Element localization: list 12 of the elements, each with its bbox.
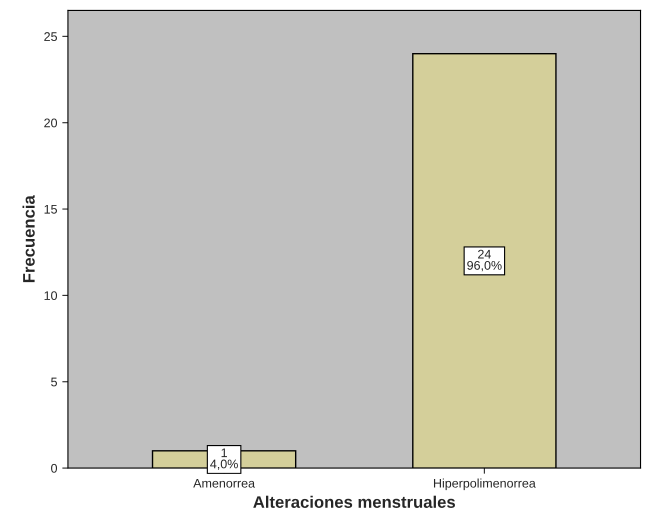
- y-axis-title: Frecuencia: [22, 195, 35, 282]
- y-tick-label: 20: [44, 118, 58, 128]
- x-tick-label: Amenorrea: [193, 478, 256, 488]
- y-tick-label: 0: [51, 464, 58, 473]
- y-tick-label: 15: [44, 204, 57, 214]
- y-tick-label: 10: [44, 291, 58, 300]
- x-axis-title: Alteraciones menstruales: [253, 496, 455, 508]
- x-tick-label: Hiperpolimenorrea: [434, 478, 536, 490]
- data-label: 1 4,0%: [210, 448, 238, 470]
- data-label: 24 96,0%: [467, 250, 502, 272]
- y-tick-label: 25: [44, 32, 57, 42]
- y-tick-label: 5: [51, 378, 57, 386]
